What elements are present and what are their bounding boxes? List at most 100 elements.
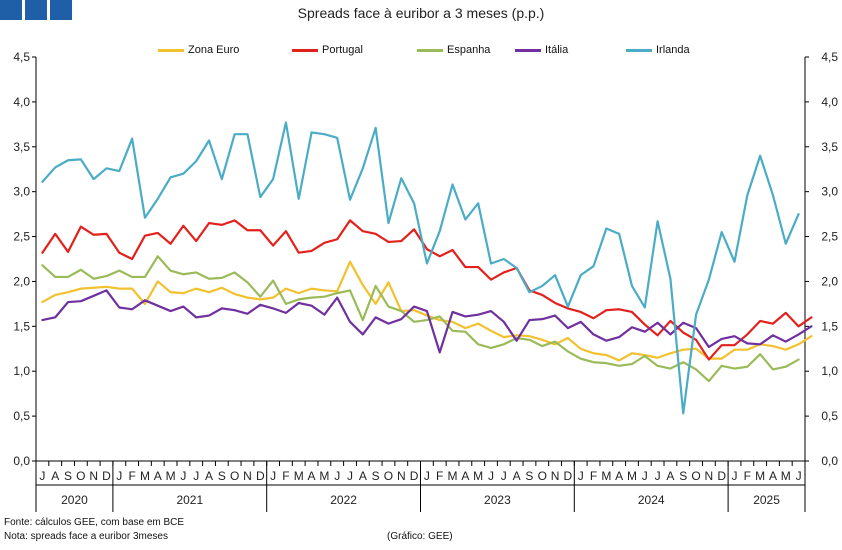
legend-swatch	[158, 48, 184, 52]
series-line-irlanda	[41, 121, 800, 415]
y-tick-label-left: 2,5	[13, 230, 30, 244]
y-tick-label-right: 2,5	[821, 230, 838, 244]
x-month-label: J	[655, 469, 661, 483]
y-tick-label-right: 3,0	[821, 185, 838, 199]
x-month-label: M	[755, 469, 765, 483]
y-tick-label-right: 1,5	[821, 319, 838, 333]
x-month-label: M	[319, 469, 329, 483]
x-month-label: A	[154, 469, 162, 483]
x-month-label: D	[564, 469, 573, 483]
x-month-label: S	[372, 469, 380, 483]
legend-swatch	[515, 48, 541, 52]
x-month-label: M	[140, 469, 150, 483]
logo-block-3	[50, 0, 72, 20]
y-tick-label-left: 0,0	[13, 454, 30, 468]
x-month-label: S	[525, 469, 533, 483]
x-month-label: S	[679, 469, 687, 483]
x-month-label: M	[781, 469, 791, 483]
legend-label: Portugal	[322, 44, 363, 56]
x-month-label: A	[615, 469, 623, 483]
series-line-zona-euro	[41, 260, 813, 362]
x-month-label: N	[397, 469, 406, 483]
legend-label: Irlanda	[656, 44, 690, 56]
x-month-label: S	[218, 469, 226, 483]
legend-item: Espanha	[417, 44, 490, 56]
x-month-label: J	[732, 469, 738, 483]
x-year-label: 2022	[330, 493, 357, 507]
y-tick-label-right: 4,5	[821, 50, 838, 64]
y-tick-label-left: 0,5	[13, 409, 30, 423]
x-month-label: N	[705, 469, 714, 483]
y-tick-label-right: 0,5	[821, 409, 838, 423]
x-month-label: J	[488, 469, 494, 483]
series-line-it-lia	[41, 289, 813, 354]
x-month-label: A	[666, 469, 674, 483]
x-month-label: O	[230, 469, 239, 483]
x-month-label: N	[89, 469, 98, 483]
x-month-label: J	[642, 469, 648, 483]
y-tick-label-right: 1,0	[821, 364, 838, 378]
y-tick-label-left: 4,0	[13, 95, 30, 109]
footer-credit: (Gráfico: GEE)	[387, 531, 453, 542]
legend-item: Irlanda	[626, 44, 690, 56]
x-month-label: J	[270, 469, 276, 483]
x-month-label: M	[601, 469, 611, 483]
legend-label: Zona Euro	[188, 44, 240, 56]
legend-swatch	[626, 48, 652, 52]
y-tick-label-right: 4,0	[821, 95, 838, 109]
x-month-label: J	[116, 469, 122, 483]
x-month-label: O	[76, 469, 85, 483]
x-month-label: J	[578, 469, 584, 483]
x-month-label: A	[769, 469, 777, 483]
x-month-label: J	[193, 469, 199, 483]
x-month-label: N	[243, 469, 252, 483]
x-month-label: M	[473, 469, 483, 483]
x-month-label: S	[64, 469, 72, 483]
x-month-label: O	[691, 469, 700, 483]
x-year-label: 2025	[753, 493, 780, 507]
x-month-label: A	[359, 469, 367, 483]
logo-block-2	[25, 0, 47, 20]
y-tick-label-left: 2,0	[13, 274, 30, 288]
legend-label: Itália	[545, 44, 569, 56]
x-month-label: F	[590, 469, 597, 483]
legend-item: Itália	[515, 44, 568, 56]
x-month-label: F	[128, 469, 135, 483]
legend-swatch	[417, 48, 443, 52]
x-month-label: F	[282, 469, 289, 483]
legend-label: Espanha	[447, 44, 491, 56]
x-month-label: M	[627, 469, 637, 483]
brand-logo-blocks	[0, 0, 72, 20]
chart-title: Spreads face à euribor a 3 meses (p.p.)	[297, 5, 545, 21]
legend-item: Zona Euro	[158, 44, 239, 56]
x-month-label: J	[180, 469, 186, 483]
x-month-label: O	[538, 469, 547, 483]
x-month-label: D	[102, 469, 111, 483]
x-year-label: 2021	[176, 493, 203, 507]
x-month-label: J	[334, 469, 340, 483]
y-tick-label-right: 2,0	[821, 274, 838, 288]
y-tick-label-left: 3,0	[13, 185, 30, 199]
logo-block-1	[0, 0, 22, 20]
x-month-label: O	[384, 469, 393, 483]
x-month-label: M	[166, 469, 176, 483]
x-year-label: 2023	[484, 493, 511, 507]
x-year-label: 2020	[61, 493, 88, 507]
x-month-label: F	[436, 469, 443, 483]
footer-source: Fonte: cálculos GEE, com base em BCE	[4, 517, 185, 528]
chart-legend: Zona Euro Portugal Espanha Itália Irlanda	[0, 44, 842, 60]
y-tick-label-left: 4,5	[13, 50, 30, 64]
series-line-portugal	[41, 219, 813, 361]
x-month-label: A	[308, 469, 316, 483]
y-tick-label-left: 1,0	[13, 364, 30, 378]
y-tick-label-left: 3,5	[13, 140, 30, 154]
x-month-label: D	[256, 469, 265, 483]
footer-note: Nota: spreads face a euribor 3meses	[4, 531, 168, 542]
x-month-label: A	[461, 469, 469, 483]
legend-swatch	[292, 48, 318, 52]
legend-item: Portugal	[292, 44, 363, 56]
x-month-label: J	[347, 469, 353, 483]
x-month-label: D	[717, 469, 726, 483]
y-tick-label-right: 0,0	[821, 454, 838, 468]
